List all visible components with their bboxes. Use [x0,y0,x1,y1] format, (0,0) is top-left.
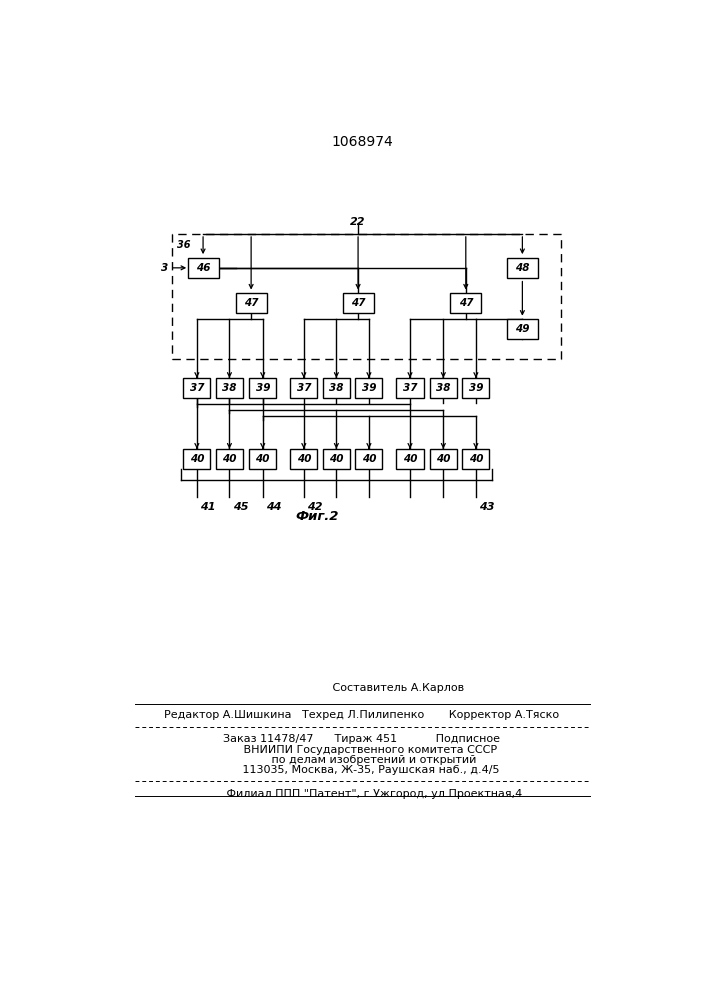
Text: 40: 40 [189,454,204,464]
Text: 41: 41 [200,502,216,512]
Bar [187,258,218,278]
Bar [183,449,211,469]
Bar [235,293,267,313]
Bar [397,449,423,469]
Text: 39: 39 [469,383,483,393]
Text: 37: 37 [296,383,311,393]
Text: 38: 38 [329,383,344,393]
Bar [507,258,538,278]
Text: 39: 39 [362,383,376,393]
Text: 37: 37 [403,383,417,393]
Bar [343,293,373,313]
Text: 3: 3 [161,263,168,273]
Bar [356,449,382,469]
Text: 1068974: 1068974 [331,135,393,149]
Text: 44: 44 [266,502,281,512]
Bar [172,234,561,359]
Text: 38: 38 [436,383,450,393]
Bar [430,378,457,398]
Bar [323,449,350,469]
Text: Филиал ППП "Патент", г.Ужгород, ул.Проектная,4: Филиал ППП "Патент", г.Ужгород, ул.Проек… [201,789,522,799]
Text: 22: 22 [351,217,366,227]
Text: 47: 47 [351,298,366,308]
Bar [462,449,489,469]
Bar [323,378,350,398]
Text: 39: 39 [255,383,270,393]
Bar [249,378,276,398]
Text: 42: 42 [307,502,322,512]
Text: 40: 40 [403,454,417,464]
Text: 48: 48 [515,263,530,273]
Bar [183,378,211,398]
Bar [430,449,457,469]
Text: 47: 47 [244,298,258,308]
Bar [249,449,276,469]
Bar [216,378,243,398]
Text: Фиг.2: Фиг.2 [296,510,339,523]
Bar [507,319,538,339]
Text: по делам изобретений и открытий: по делам изобретений и открытий [247,755,477,765]
Text: 113035, Москва, Ж-35, Раушская наб., д.4/5: 113035, Москва, Ж-35, Раушская наб., д.4… [225,765,499,775]
Text: 40: 40 [362,454,376,464]
Bar [291,449,317,469]
Text: Заказ 11478/47      Тираж 451           Подписное: Заказ 11478/47 Тираж 451 Подписное [223,734,501,744]
Text: 47: 47 [459,298,473,308]
Text: 49: 49 [515,324,530,334]
Text: 40: 40 [329,454,344,464]
Text: 37: 37 [189,383,204,393]
Text: 40: 40 [436,454,450,464]
Text: Составитель А.Карлов: Составитель А.Карлов [259,683,464,693]
Text: 36: 36 [177,240,190,250]
Bar [291,378,317,398]
Text: 40: 40 [296,454,311,464]
Text: 40: 40 [469,454,483,464]
Text: 46: 46 [196,263,210,273]
Text: 40: 40 [222,454,237,464]
Text: ВНИИПИ Государственного комитета СССР: ВНИИПИ Государственного комитета СССР [226,745,498,755]
Text: 40: 40 [255,454,270,464]
Bar [356,378,382,398]
Text: 43: 43 [479,502,494,512]
Bar [450,293,481,313]
Text: 38: 38 [222,383,237,393]
Bar [462,378,489,398]
Bar [216,449,243,469]
Text: Редактор А.Шишкина   Техред Л.Пилипенко       Корректор А.Тяско: Редактор А.Шишкина Техред Л.Пилипенко Ко… [165,710,559,720]
Text: 45: 45 [233,502,248,512]
Bar [397,378,423,398]
